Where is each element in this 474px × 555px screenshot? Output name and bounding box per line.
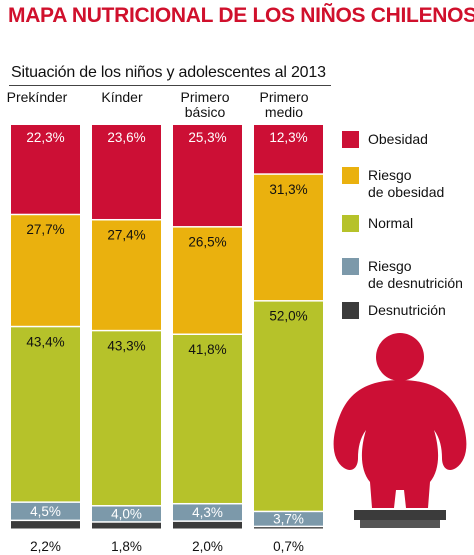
bar-segment xyxy=(92,331,161,506)
overweight-child-on-scale-icon xyxy=(333,333,467,528)
legend-swatch xyxy=(342,131,359,148)
legend-label: Obesidad xyxy=(368,131,428,147)
data-label: 25,3% xyxy=(188,130,226,145)
legend-swatch xyxy=(342,215,359,232)
bar-segment xyxy=(11,215,80,326)
data-label: 23,6% xyxy=(107,130,145,145)
subtitle-divider xyxy=(9,85,331,86)
bar-segment xyxy=(173,521,242,529)
bar-segment xyxy=(92,506,161,522)
data-label: 43,3% xyxy=(107,338,145,353)
data-label: 12,3% xyxy=(269,130,307,145)
category-label: Kínder xyxy=(101,89,143,105)
legend-label: Riesgo de desnutrición xyxy=(368,258,463,291)
data-label: 4,0% xyxy=(111,507,142,522)
legend-swatch xyxy=(342,167,359,184)
category-label: Primero básico xyxy=(180,89,230,120)
bar-segment xyxy=(92,522,161,529)
scale-icon xyxy=(354,510,446,528)
data-label: 2,2% xyxy=(30,539,61,554)
bar-segment xyxy=(173,335,242,503)
bar-segment xyxy=(254,527,323,529)
bar-segment xyxy=(92,125,161,219)
legend-label: Riesgo de obesidad xyxy=(368,167,445,200)
chart-title: MAPA NUTRICIONAL DE LOS NIÑOS CHILENOS xyxy=(8,4,474,27)
data-label: 3,7% xyxy=(273,512,304,527)
data-label: 52,0% xyxy=(269,309,307,324)
data-label: 22,3% xyxy=(26,130,64,145)
data-label: 31,3% xyxy=(269,182,307,197)
data-label: 2,0% xyxy=(192,539,223,554)
data-label: 27,7% xyxy=(26,222,64,237)
data-label: 4,5% xyxy=(30,504,61,519)
data-label: 1,8% xyxy=(111,539,142,554)
bar-segment xyxy=(173,227,242,334)
child-figure-icon xyxy=(333,333,467,508)
category-label: Primero medio xyxy=(259,89,309,120)
bar-segment xyxy=(173,125,242,227)
data-label: 0,7% xyxy=(273,539,304,554)
category-label: Prekínder xyxy=(6,89,68,105)
bar-segment xyxy=(254,174,323,301)
data-label: 27,4% xyxy=(107,228,145,243)
bar-segment xyxy=(254,301,323,511)
bar-segment xyxy=(254,125,323,174)
legend-label: Normal xyxy=(368,215,414,231)
data-label: 41,8% xyxy=(188,342,226,357)
bar-segment xyxy=(11,327,80,502)
bar-segment xyxy=(11,125,80,214)
chart-subtitle: Situación de los niños y adolescentes al… xyxy=(11,64,326,81)
legend-swatch xyxy=(342,302,359,319)
data-label: 4,3% xyxy=(192,505,223,520)
legend-swatch xyxy=(342,258,359,275)
bar-segment xyxy=(173,504,242,521)
bar-segment xyxy=(11,521,80,529)
bar-segment xyxy=(254,512,323,526)
bar-segment xyxy=(92,220,161,330)
legend-label: Desnutrición xyxy=(368,302,446,318)
data-label: 43,4% xyxy=(26,334,64,349)
data-label: 26,5% xyxy=(188,235,226,250)
bar-segment xyxy=(11,502,80,520)
